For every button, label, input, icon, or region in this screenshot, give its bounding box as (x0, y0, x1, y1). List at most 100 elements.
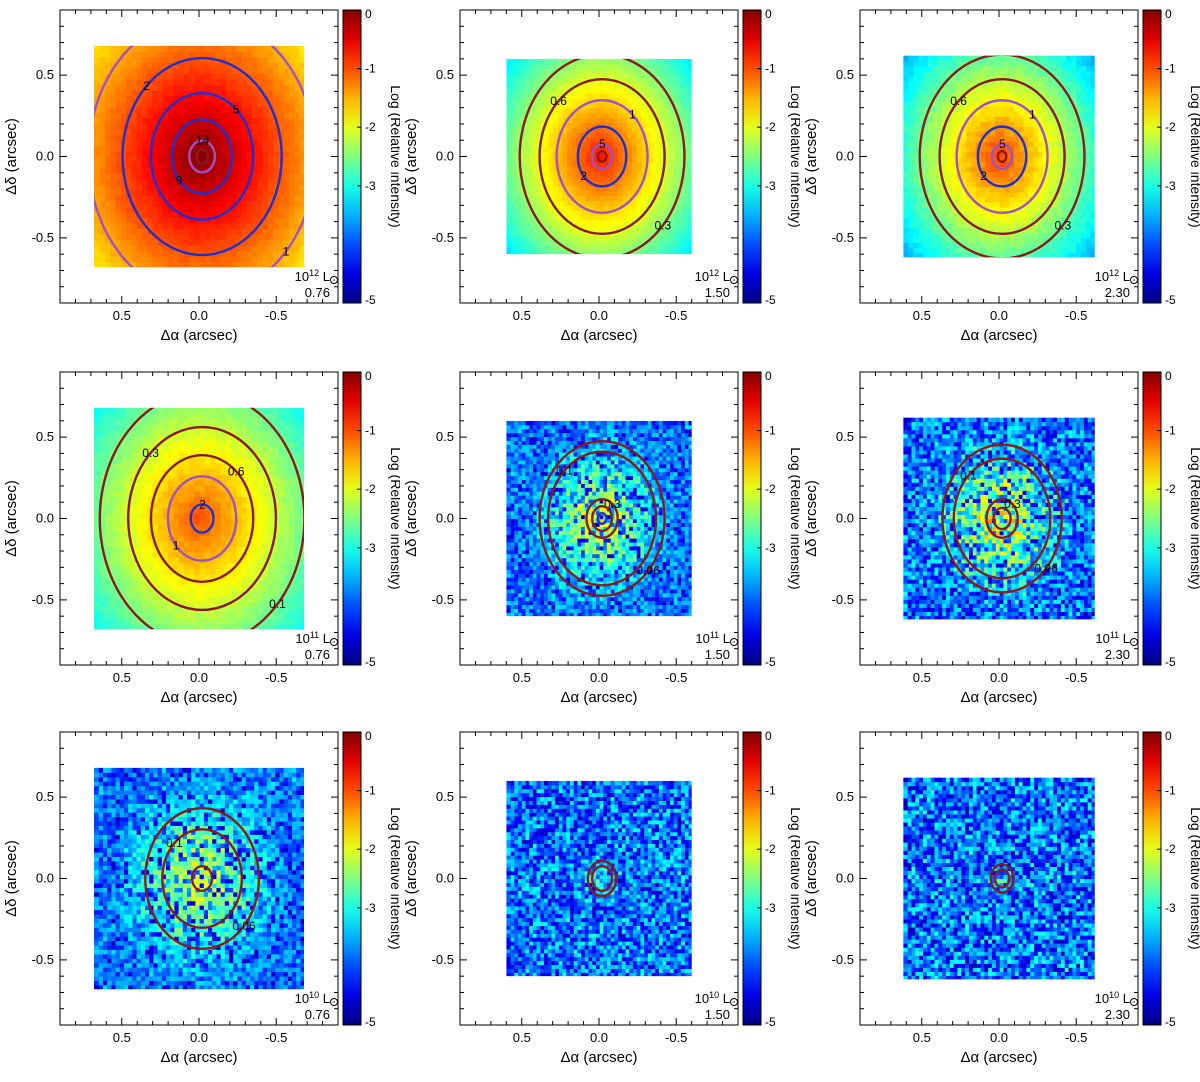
heatmap-cell (125, 139, 132, 147)
heatmap-cell (151, 239, 158, 246)
heatmap-cell (1075, 106, 1081, 112)
heatmap-cell (93, 184, 100, 191)
heatmap-cell (130, 162, 137, 169)
heatmap-cell (922, 166, 928, 173)
heatmap-cell (104, 139, 111, 147)
heatmap-cell (649, 68, 656, 75)
heatmap-cell (1061, 80, 1067, 87)
heatmap-cell (283, 217, 289, 224)
heatmap-cell (654, 166, 660, 172)
heatmap-cell (1008, 85, 1014, 92)
axis-ticks (60, 10, 338, 303)
heatmap-cell (917, 55, 923, 62)
heatmap-cell (104, 128, 111, 135)
heatmap-cell (220, 117, 226, 124)
heatmap-cell (93, 134, 100, 141)
heatmap-cell (120, 217, 127, 224)
heatmap-cell (912, 116, 919, 122)
heatmap-cell (93, 117, 100, 124)
heatmap-cell (214, 134, 221, 141)
heatmap-cell (288, 134, 295, 141)
heatmap-cell (622, 58, 628, 65)
heatmap-cell (626, 68, 633, 75)
heatmap-cell (989, 212, 995, 218)
heatmap-cell (668, 190, 674, 197)
heatmap-cell (1013, 186, 1019, 193)
heatmap-cell (93, 250, 100, 257)
heatmap-cell (543, 215, 549, 221)
heatmap-cell (1075, 55, 1081, 62)
heatmap-cell (193, 106, 200, 113)
heatmap-cell (941, 111, 947, 117)
heatmap-cell (1032, 176, 1038, 183)
heatmap-cell (220, 134, 226, 141)
heatmap-cell (267, 189, 274, 196)
heatmap-cell (93, 56, 100, 64)
heatmap-cell (156, 200, 163, 207)
heatmap-cell (654, 205, 660, 211)
heatmap-cell (608, 215, 614, 221)
heatmap-cell (1089, 65, 1095, 72)
heatmap-cell (552, 97, 558, 104)
heatmap-cell (235, 211, 242, 218)
heatmap-cell (673, 224, 679, 231)
heatmap-cell (543, 83, 549, 89)
heatmap-cell (1051, 116, 1058, 122)
heatmap-cell (193, 79, 200, 86)
heatmap-cell (93, 145, 100, 152)
heatmap-cell (1022, 65, 1029, 72)
heatmap-cell (1032, 161, 1038, 168)
heatmap-cell (989, 201, 995, 208)
heatmap-cell (241, 162, 247, 169)
heatmap-cell (585, 63, 591, 70)
heatmap-cell (1085, 106, 1091, 112)
heatmap-cell (636, 141, 642, 148)
heatmap-cell (663, 146, 670, 153)
heatmap-cell (515, 102, 521, 109)
heatmap-cell (617, 249, 623, 255)
heatmap-cell (529, 83, 535, 89)
heatmap-cell (649, 249, 656, 255)
heatmap-cell (927, 186, 933, 193)
heatmap-cell (151, 84, 158, 91)
heatmap-cell (178, 117, 184, 124)
heatmap-cell (277, 178, 284, 185)
heatmap-cell (534, 146, 540, 153)
heatmap-cell (599, 58, 605, 65)
heatmap-cell (293, 424, 300, 431)
heatmap-cell (146, 167, 153, 174)
heatmap-cell (603, 93, 609, 99)
heatmap-cell (622, 122, 628, 128)
heatmap-cell (172, 233, 179, 241)
heatmap-cell (1032, 141, 1038, 148)
heatmap-cell (1042, 201, 1048, 208)
heatmap-cell (617, 141, 623, 148)
heatmap-cell (99, 128, 106, 135)
heatmap-cell (298, 167, 305, 174)
heatmap-cell (506, 73, 512, 79)
heatmap-cell (135, 128, 142, 135)
heatmap-cell (594, 161, 600, 167)
heatmap-cell (1027, 191, 1034, 198)
heatmap-cell (636, 127, 642, 133)
heatmap-cell (178, 79, 184, 86)
heatmap-cell (251, 233, 258, 241)
heatmap-cell (125, 123, 132, 130)
heatmap-cell (1037, 106, 1043, 112)
heatmap-cell (183, 178, 190, 185)
heatmap-cell (1046, 156, 1053, 163)
heatmap-cell (288, 117, 295, 124)
heatmap-cell (520, 200, 526, 206)
heatmap-cell (951, 186, 957, 193)
heatmap-cell (151, 162, 158, 169)
intensity-map (93, 45, 305, 268)
heatmap-cell (93, 233, 100, 241)
heatmap-cell (687, 78, 692, 84)
heatmap-cell (1085, 206, 1091, 213)
heatmap-cell (1085, 90, 1091, 97)
heatmap-cell (162, 162, 169, 169)
heatmap-cell (645, 185, 651, 192)
heatmap-cell (677, 210, 683, 216)
heatmap-cell (135, 45, 142, 52)
heatmap-cell (135, 112, 142, 119)
